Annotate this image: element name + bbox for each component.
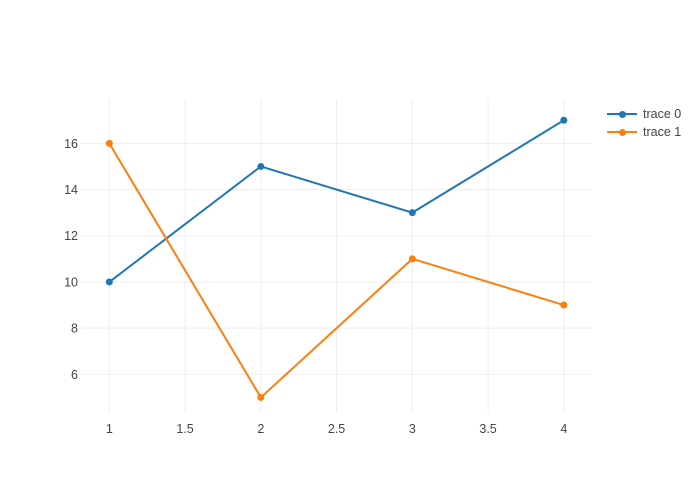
trace-line[interactable] — [108, 119, 565, 283]
legend-item-trace-0[interactable]: trace 0 — [607, 105, 681, 123]
legend-item-trace-1[interactable]: trace 1 — [607, 123, 681, 141]
legend-label: trace 1 — [643, 125, 682, 139]
legend-label: trace 0 — [643, 107, 682, 121]
x-tick-label: 4 — [560, 422, 567, 436]
trace-1[interactable] — [105, 139, 568, 401]
x-tick-label: 1 — [106, 422, 113, 436]
data-point-marker[interactable] — [257, 393, 265, 401]
y-axis-tick-labels: 6 8 10 12 14 16 — [64, 137, 78, 382]
legend-line-sample-trace-0 — [607, 110, 637, 118]
y-tick-label: 16 — [64, 137, 78, 151]
y-tick-label: 8 — [71, 322, 78, 336]
legend-line-sample-trace-1 — [607, 128, 637, 136]
x-tick-label: 2 — [257, 422, 264, 436]
data-point-marker[interactable] — [408, 209, 416, 217]
data-point-marker[interactable] — [105, 278, 113, 286]
data-point-marker[interactable] — [408, 255, 416, 263]
trace-line[interactable] — [108, 142, 565, 399]
trace-0[interactable] — [105, 116, 568, 286]
y-tick-label: 6 — [71, 368, 78, 382]
legend-marker-dot-icon — [618, 110, 626, 118]
y-tick-label: 14 — [64, 183, 78, 197]
x-axis-tick-labels: 1 1.5 2 2.5 3 3.5 4 — [106, 422, 567, 436]
data-point-marker[interactable] — [257, 162, 265, 170]
data-point-marker[interactable] — [560, 301, 568, 309]
x-tick-label: 1.5 — [176, 422, 193, 436]
gridlines — [81, 99, 592, 412]
legend: trace 0 trace 1 — [607, 105, 681, 141]
data-point-marker[interactable] — [560, 116, 568, 124]
x-tick-label: 3.5 — [479, 422, 496, 436]
data-point-marker[interactable] — [105, 139, 113, 147]
legend-marker-dot-icon — [618, 128, 626, 136]
y-tick-label: 10 — [64, 275, 78, 289]
traces — [105, 116, 568, 401]
y-tick-label: 12 — [64, 229, 78, 243]
x-tick-label: 2.5 — [328, 422, 345, 436]
x-tick-label: 3 — [409, 422, 416, 436]
